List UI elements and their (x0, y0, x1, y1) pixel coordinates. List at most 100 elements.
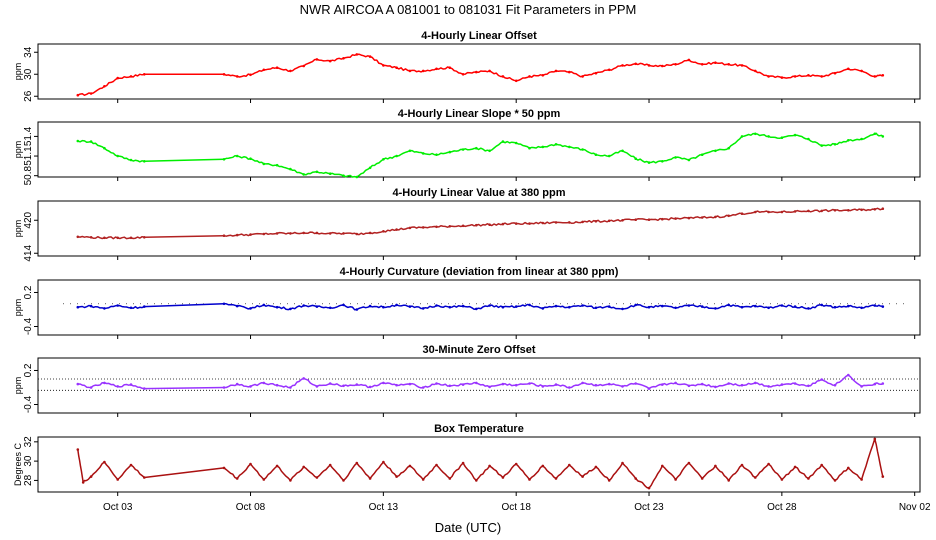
data-point (860, 208, 863, 212)
x-tick-label: Nov 02 (899, 502, 931, 513)
data-point (275, 66, 279, 69)
y-tick-label: -0.4 (23, 395, 34, 413)
data-point (302, 377, 306, 380)
data-point (448, 384, 452, 388)
data-point (634, 218, 637, 221)
data-point (528, 303, 531, 307)
data-point (408, 305, 412, 308)
data-point (143, 73, 146, 76)
y-tick-label: 30 (23, 68, 34, 80)
data-point (528, 382, 531, 385)
data-point (820, 144, 823, 147)
data-point (554, 477, 558, 480)
data-point (89, 236, 93, 239)
data-point (674, 306, 677, 310)
data-point (328, 59, 332, 63)
data-point (275, 383, 279, 387)
data-point (833, 479, 837, 482)
data-point (754, 304, 757, 308)
series-line (77, 438, 884, 489)
data-point (143, 305, 146, 308)
data-point (235, 75, 239, 78)
data-point (143, 476, 146, 479)
y-axis-label: ppm (13, 141, 23, 159)
data-point (89, 92, 93, 95)
data-point (860, 478, 863, 481)
data-point (661, 304, 664, 308)
data-point (820, 378, 823, 381)
data-point (621, 219, 624, 222)
data-point (700, 382, 704, 386)
data-point (328, 232, 332, 235)
data-point (328, 382, 332, 385)
x-tick-label: Oct 13 (369, 502, 399, 513)
data-point (621, 461, 624, 465)
data-point (767, 462, 770, 466)
data-point (222, 234, 226, 237)
data-point (275, 163, 279, 167)
data-point (129, 75, 133, 78)
data-point (302, 304, 306, 307)
data-point (873, 382, 877, 386)
data-point (461, 73, 465, 76)
x-axis-label: Date (UTC) (435, 520, 501, 535)
panel-frame (37, 43, 921, 100)
data-point (289, 167, 292, 171)
data-point (382, 230, 385, 233)
data-point (528, 478, 531, 481)
data-point (807, 477, 810, 480)
data-point (860, 137, 863, 141)
data-point (488, 464, 491, 468)
data-point (435, 463, 438, 467)
data-point (408, 382, 412, 386)
x-tick-label: Oct 08 (236, 502, 266, 513)
data-point (382, 305, 385, 309)
data-point (807, 74, 810, 77)
data-point (235, 233, 239, 237)
data-point (754, 132, 757, 136)
data-point (568, 145, 571, 149)
data-point (89, 304, 93, 308)
data-point (143, 160, 146, 163)
data-point (514, 222, 518, 225)
data-point (355, 175, 359, 179)
data-point (382, 460, 385, 464)
data-point (581, 475, 584, 478)
data-point (793, 382, 797, 385)
data-point (488, 385, 491, 389)
data-point (634, 62, 637, 66)
data-point (235, 154, 239, 158)
data-point (103, 307, 106, 310)
data-point (820, 75, 823, 78)
data-point (621, 307, 624, 311)
x-tick-label: Oct 23 (634, 502, 664, 513)
data-point (289, 307, 292, 311)
data-point (382, 158, 385, 161)
data-point (581, 75, 584, 78)
data-point (355, 53, 359, 56)
data-point (554, 221, 558, 224)
data-point (103, 236, 106, 240)
data-point (514, 383, 518, 387)
data-point (368, 477, 372, 480)
data-point (249, 462, 252, 466)
data-point (793, 305, 797, 308)
data-point (76, 93, 80, 97)
data-point (76, 448, 80, 451)
data-point (342, 303, 345, 307)
data-point (780, 478, 784, 481)
y-tick-label: 32 (23, 436, 34, 448)
data-point (647, 218, 651, 221)
data-point (767, 385, 770, 388)
x-tick-label: Oct 03 (103, 502, 133, 513)
data-point (873, 304, 877, 307)
data-point (421, 386, 425, 389)
data-point (860, 385, 863, 388)
data-point (820, 209, 823, 213)
data-point (687, 58, 691, 62)
data-point (275, 232, 279, 235)
data-point (448, 477, 452, 480)
data-point (594, 220, 598, 223)
panel-title: 4-Hourly Linear Value at 380 ppm (392, 187, 565, 199)
